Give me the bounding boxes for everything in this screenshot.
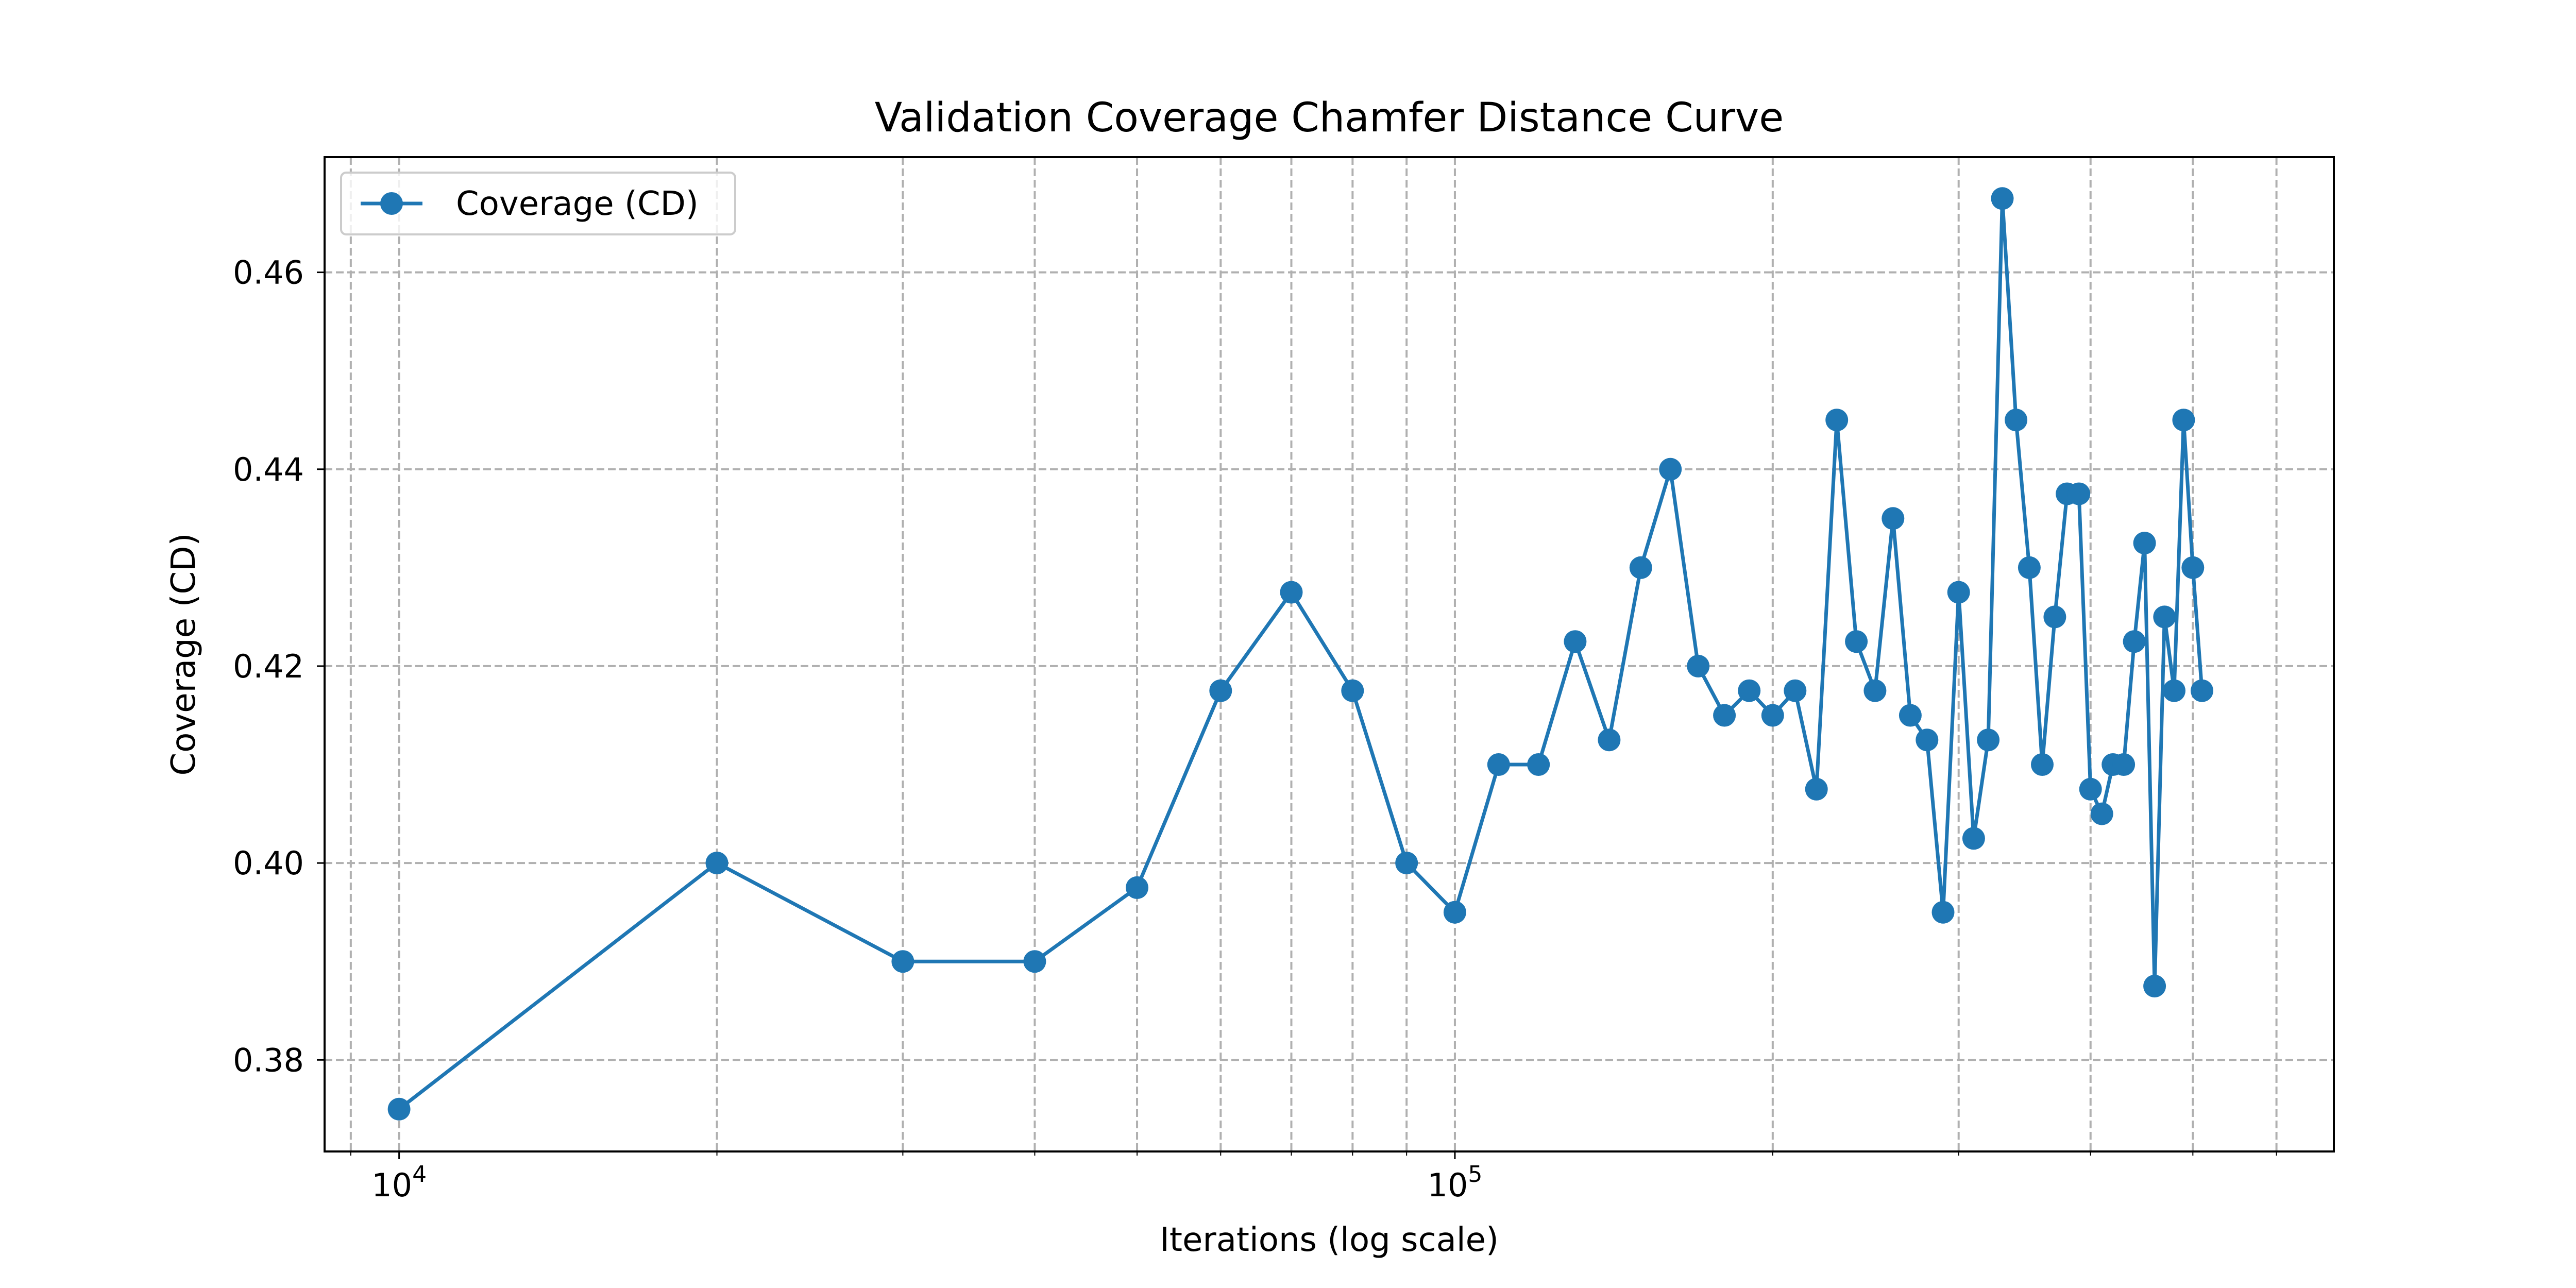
plot-frame [324,156,2335,1153]
data-point [1863,679,1887,702]
data-point [2123,630,2146,653]
data-point [2112,753,2136,776]
data-point [1882,507,1905,530]
data-point [1598,728,1621,752]
axis-ticks: 0.38 0.40 0.42 0.44 0.46 104 105 [233,254,2277,1204]
data-point [1784,679,1807,702]
data-point [1209,679,1232,702]
data-point [1805,777,1828,801]
data-series [387,187,2213,1121]
legend-label: Coverage (CD) [456,185,699,223]
data-point [1738,679,1761,702]
data-point [1395,852,1418,875]
y-tick-label: 0.42 [233,648,304,685]
data-point [2163,679,2185,702]
chart-title: Validation Coverage Chamfer Distance Cur… [875,95,1784,141]
data-point [1991,187,2014,210]
data-point [2018,556,2041,579]
data-point [1825,409,1849,432]
data-point [1761,704,1784,727]
data-point [1977,728,2000,752]
y-tick-label: 0.38 [233,1041,304,1079]
data-point [2067,482,2091,505]
legend-marker [380,192,403,215]
data-point [2191,679,2213,702]
y-tick-label: 0.46 [233,254,304,292]
x-tick-label: 104 [371,1161,427,1204]
data-point [2153,605,2176,629]
data-point [1713,704,1736,727]
grid [325,157,2334,1151]
y-axis-label: Coverage (CD) [165,533,203,776]
data-point [2005,409,2028,432]
data-point [1564,630,1587,653]
data-point [1687,654,1710,677]
y-tick-label: 0.40 [233,844,304,882]
data-point [1487,753,1510,776]
data-point [1845,630,1868,653]
data-point [387,1097,411,1121]
data-point [2043,605,2066,629]
legend: Coverage (CD) [340,172,736,235]
x-tick-label: 105 [1427,1161,1482,1204]
data-point [2143,975,2166,997]
legend-box [340,172,736,235]
data-point [1280,581,1303,604]
data-point [1341,679,1364,702]
data-point [2181,556,2205,579]
data-point [2079,777,2102,801]
data-point [1443,901,1466,924]
data-point [891,950,914,973]
data-point [2133,532,2156,555]
plot-area: 0.38 0.40 0.42 0.44 0.46 104 105 [233,156,2335,1204]
data-point [1659,457,1682,481]
data-point [1962,827,1985,850]
data-point [1931,901,1955,924]
data-point [1023,950,1046,973]
data-point [2031,753,2054,776]
data-point [1527,753,1550,776]
data-point [1899,704,1922,727]
data-point [1916,728,1939,752]
x-axis-label: Iterations (log scale) [1160,1221,1499,1259]
data-point [2090,802,2113,825]
data-point [1126,876,1148,899]
data-point [705,852,728,875]
y-tick-label: 0.44 [233,451,304,488]
data-point [1629,556,1652,579]
data-point [1947,581,1970,604]
data-point [2172,409,2195,432]
